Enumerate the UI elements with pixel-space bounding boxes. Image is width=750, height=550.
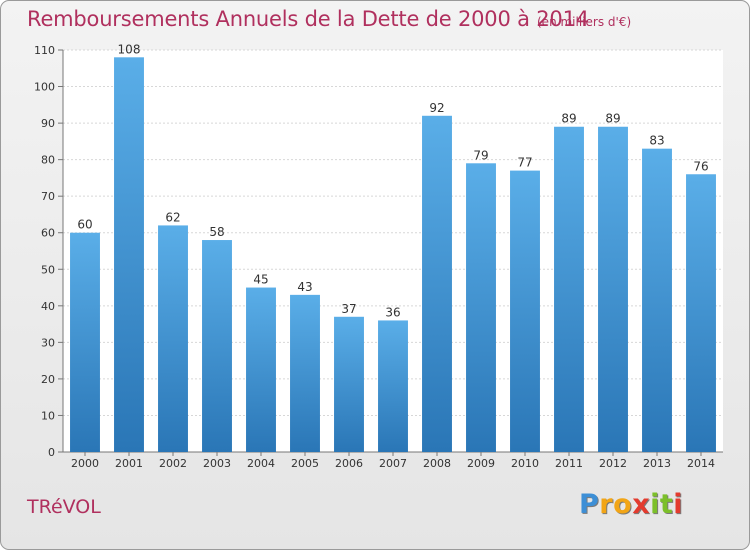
data-label-2001: 108 [118, 42, 141, 56]
logo-letter: P [579, 489, 600, 520]
x-tick-label: 2012 [599, 457, 627, 470]
y-tick-label: 0 [48, 446, 55, 459]
y-tick-label: 30 [41, 336, 55, 349]
data-label-2003: 58 [209, 225, 224, 239]
bar-2000 [70, 232, 100, 452]
y-tick-label: 50 [41, 263, 55, 276]
logo-letter: t [659, 489, 674, 520]
x-tick-label: 2006 [335, 457, 363, 470]
data-label-2011: 89 [561, 112, 576, 126]
data-label-2012: 89 [605, 112, 620, 126]
data-label-2008: 92 [429, 101, 444, 115]
data-label-2009: 79 [473, 148, 488, 162]
y-tick-label: 10 [41, 409, 55, 422]
chart-title: Remboursements Annuels de la Dette de 20… [27, 7, 589, 31]
logo-letter: o [613, 489, 633, 520]
bar-2007 [378, 320, 408, 452]
x-tick-label: 2005 [291, 457, 319, 470]
bar-2002 [158, 225, 188, 452]
bar-2014 [686, 174, 716, 452]
logo-letter: i [673, 489, 684, 520]
bar-2003 [202, 240, 232, 452]
y-tick-label: 20 [41, 373, 55, 386]
bar-2009 [466, 163, 496, 453]
x-tick-label: 2014 [687, 457, 715, 470]
x-tick-label: 2008 [423, 457, 451, 470]
data-label-2013: 83 [649, 134, 664, 148]
bar-2011 [554, 126, 584, 452]
x-tick-label: 2002 [159, 457, 187, 470]
bar-2006 [334, 316, 364, 452]
bar-2001 [114, 57, 144, 453]
bar-2013 [642, 148, 672, 452]
logo-letter: x [632, 489, 651, 520]
data-label-2002: 62 [165, 210, 180, 224]
x-tick-label: 2013 [643, 457, 671, 470]
y-tick-label: 40 [41, 300, 55, 313]
y-tick-label: 80 [41, 154, 55, 167]
data-label-2014: 76 [693, 159, 708, 173]
x-tick-label: 2010 [511, 457, 539, 470]
x-tick-label: 2004 [247, 457, 275, 470]
bar-2010 [510, 170, 540, 452]
proxiti-logo: Proxiti [579, 489, 683, 520]
x-tick-label: 2003 [203, 457, 231, 470]
data-label-2004: 45 [253, 273, 268, 287]
x-tick-label: 2009 [467, 457, 495, 470]
logo-letter: r [599, 489, 614, 520]
bar-2008 [422, 115, 452, 453]
y-tick-label: 110 [34, 44, 55, 57]
x-tick-label: 2011 [555, 457, 583, 470]
y-tick-label: 70 [41, 190, 55, 203]
commune-name: TRéVOL [27, 496, 101, 518]
bar-2004 [246, 287, 276, 452]
data-label-2006: 37 [341, 302, 356, 316]
y-tick-label: 100 [34, 81, 55, 94]
logo-letter: i [650, 489, 660, 520]
chart-unit: (en milliers d'€) [537, 15, 632, 29]
x-tick-label: 2007 [379, 457, 407, 470]
y-tick-label: 90 [41, 117, 55, 130]
x-tick-label: 2000 [71, 457, 99, 470]
y-tick-label: 60 [41, 227, 55, 240]
x-tick-label: 2001 [115, 457, 143, 470]
data-label-2010: 77 [517, 156, 532, 170]
data-label-2000: 60 [77, 218, 92, 232]
data-label-2007: 36 [385, 305, 400, 319]
data-label-2005: 43 [297, 280, 312, 294]
bar-2012 [598, 126, 628, 452]
bar-2005 [290, 294, 320, 452]
